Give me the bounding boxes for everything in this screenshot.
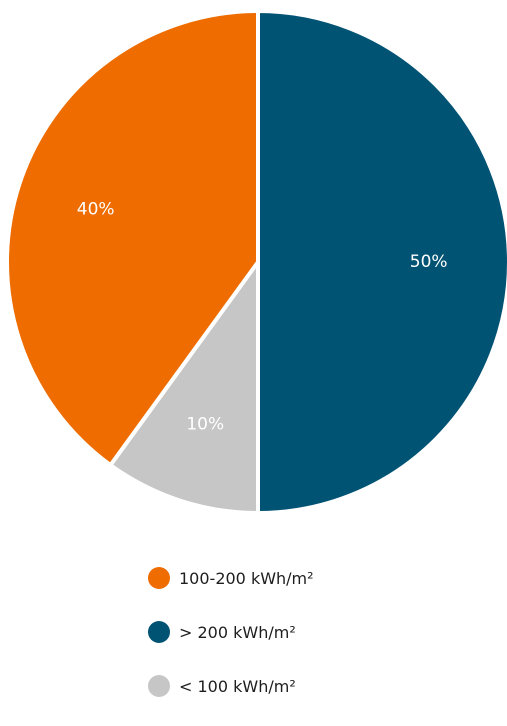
legend-item-over-200: > 200 kWh/m²	[148, 618, 314, 646]
legend-item-100-200: 100-200 kWh/m²	[148, 564, 314, 592]
pie-slice-label-0: 50%	[410, 252, 448, 272]
pie-slice-label-1: 10%	[186, 414, 224, 434]
legend-swatch-under-100	[148, 675, 170, 697]
pie-slice-label-2: 40%	[77, 199, 115, 219]
legend-swatch-100-200	[148, 567, 170, 589]
legend-label-over-200: > 200 kWh/m²	[179, 622, 296, 642]
pie-slice-0	[256, 9, 507, 515]
legend-item-under-100: < 100 kWh/m²	[148, 672, 314, 700]
pie-slice-1	[108, 260, 260, 515]
legend-label-100-200: 100-200 kWh/m²	[179, 568, 314, 588]
pie-slice-2	[5, 9, 260, 468]
pie-chart: 50% 10% 40%	[5, 9, 507, 515]
legend-label-under-100: < 100 kWh/m²	[179, 676, 296, 696]
legend-swatch-over-200	[148, 621, 170, 643]
chart-legend: 100-200 kWh/m² > 200 kWh/m² < 100 kWh/m²	[148, 564, 314, 726]
